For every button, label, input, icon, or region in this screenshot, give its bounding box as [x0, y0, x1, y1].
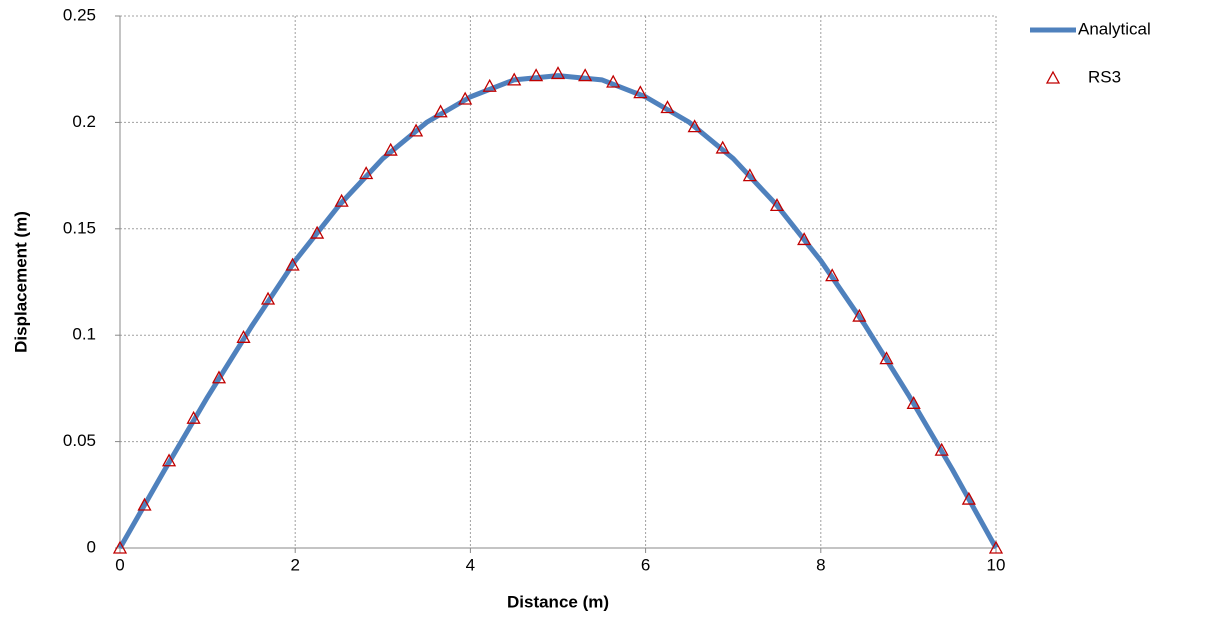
rs3-marker: [310, 225, 325, 239]
legend-label: RS3: [1088, 67, 1121, 86]
rs3-marker: [211, 370, 227, 384]
rs3-marker: [578, 68, 593, 82]
rs3-marker: [606, 74, 621, 88]
rs3-marker: [433, 104, 448, 118]
rs3-marker: [852, 308, 867, 322]
rs3-marker: [137, 497, 152, 511]
rs3-marker: [934, 442, 949, 456]
rs3-marker: [529, 68, 544, 82]
rs3-marker: [112, 540, 128, 554]
legend-label: Analytical: [1078, 19, 1151, 38]
rs3-marker: [742, 168, 757, 182]
y-tick-label: 0.25: [63, 5, 96, 24]
rs3-marker: [988, 540, 1004, 554]
rs3-marker: [334, 193, 349, 207]
rs3-marker: [186, 410, 201, 424]
rs3-marker: [879, 351, 894, 365]
rs3-marker: [161, 453, 177, 467]
analytical-line: [117, 73, 999, 550]
rs3-marker: [797, 232, 812, 246]
rs3-marker: [482, 78, 497, 92]
rs3-marker: [715, 140, 730, 154]
rs3-marker: [687, 119, 702, 133]
rs3-marker: [660, 100, 675, 114]
x-axis-title: Distance (m): [507, 592, 609, 611]
x-tick-label: 2: [290, 555, 299, 574]
rs3-marker: [550, 66, 566, 80]
y-tick-label: 0.15: [63, 218, 96, 237]
rs3-marker: [906, 395, 921, 409]
y-tick-label: 0.1: [72, 325, 96, 344]
rs3-marker: [359, 166, 374, 180]
rs3-marker: [408, 123, 424, 137]
x-tick-label: 0: [115, 555, 124, 574]
y-axis-title: Displacement (m): [11, 211, 30, 353]
rs3-marker: [961, 491, 976, 505]
y-tick-label: 0: [87, 537, 96, 556]
rs3-marker: [236, 329, 251, 343]
rs3-marker: [285, 257, 300, 271]
x-tick-label: 10: [987, 555, 1006, 574]
x-tick-label: 4: [466, 555, 475, 574]
rs3-marker: [633, 85, 648, 99]
rs3-marker: [507, 72, 522, 86]
rs3-marker: [458, 91, 473, 105]
rs3-marker: [769, 198, 785, 212]
rs3-marker: [825, 268, 840, 282]
legend-marker: [1045, 70, 1061, 84]
rs3-marker: [260, 291, 276, 305]
rs3-marker: [383, 142, 398, 156]
x-tick-label: 8: [816, 555, 825, 574]
x-tick-label: 6: [641, 555, 650, 574]
y-tick-label: 0.2: [72, 112, 96, 131]
y-tick-label: 0.05: [63, 431, 96, 450]
